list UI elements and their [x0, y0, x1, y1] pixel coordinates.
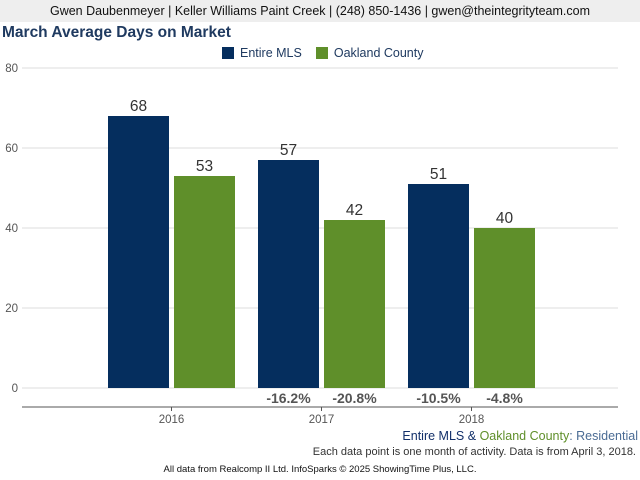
series-caption: Entire MLS & Oakland County: Residential: [402, 429, 638, 443]
bar-value-label: 57: [280, 142, 297, 159]
bar: [474, 228, 535, 388]
bar: [408, 184, 469, 388]
legend-label-oakland-county: Oakland County: [333, 46, 424, 60]
y-tick-label: 0: [12, 383, 18, 395]
bar-value-label: 51: [430, 166, 447, 183]
caption-suffix: : Residential: [569, 429, 638, 443]
x-category-label: 2016: [159, 414, 185, 426]
caption-oakland-county: Oakland County: [479, 429, 570, 443]
change-label: -16.2%: [266, 390, 311, 406]
legend: Entire MLS Oakland County: [222, 44, 423, 62]
caption-entire-mls: Entire MLS: [402, 429, 465, 443]
bar: [324, 220, 385, 388]
bar: [174, 176, 235, 388]
y-tick-label: 60: [5, 143, 18, 155]
x-category-label: 2017: [309, 414, 335, 426]
caption-separator: &: [467, 429, 477, 443]
legend-label-entire-mls: Entire MLS: [240, 46, 302, 60]
legend-item-entire-mls[interactable]: Entire MLS: [222, 46, 302, 60]
bar-value-label: 68: [130, 98, 147, 115]
change-label: -4.8%: [486, 390, 523, 406]
bar: [258, 160, 319, 388]
change-label: -10.5%: [416, 390, 461, 406]
bar-value-label: 42: [346, 202, 363, 219]
contact-header: Gwen Daubenmeyer | Keller Williams Paint…: [0, 0, 640, 22]
contact-text: Gwen Daubenmeyer | Keller Williams Paint…: [49, 4, 591, 18]
bar: [108, 116, 169, 388]
legend-swatch-entire-mls: [222, 47, 234, 59]
y-tick-label: 20: [5, 303, 18, 315]
legend-swatch-oakland-county: [315, 47, 328, 59]
change-label: -20.8%: [332, 390, 377, 406]
legend-item-oakland-county[interactable]: Oakland County: [315, 46, 424, 60]
bar-value-label: 53: [196, 158, 213, 175]
chart-title: March Average Days on Market: [2, 24, 231, 41]
bar-value-label: 40: [496, 210, 514, 227]
x-category-label: 2018: [459, 414, 485, 426]
y-tick-label: 40: [5, 223, 18, 235]
data-footnote: Each data point is one month of activity…: [312, 446, 636, 458]
y-tick-label: 80: [5, 63, 18, 75]
source-credit: All data from Realcomp II Ltd. InfoSpark…: [163, 464, 477, 475]
